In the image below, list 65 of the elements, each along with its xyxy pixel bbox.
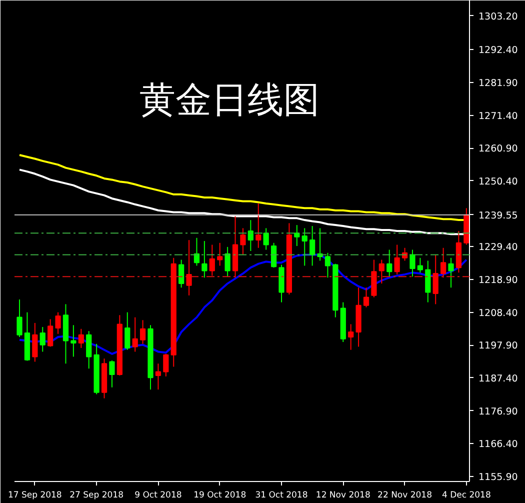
candlestick [294, 224, 300, 247]
candlestick [86, 330, 92, 370]
candlestick [109, 360, 115, 388]
candlestick [78, 328, 84, 348]
x-tick-label: 22 Nov 2018 [378, 490, 432, 500]
candlestick [55, 312, 61, 334]
candlestick [263, 228, 269, 250]
candlestick [217, 242, 223, 266]
candlestick [410, 249, 416, 278]
x-tick-label: 19 Oct 2018 [194, 490, 246, 500]
y-tick-label: 1250.40 [478, 176, 518, 188]
candlestick [140, 320, 146, 344]
candlestick [324, 252, 331, 278]
y-tick-label: 1208.40 [478, 308, 518, 319]
candlestick [163, 353, 169, 377]
candlestick [371, 259, 377, 298]
candlestick [178, 259, 184, 288]
candlestick [16, 298, 22, 338]
y-tick-label: 1271.40 [478, 110, 518, 122]
x-tick-label: 9 Oct 2018 [134, 490, 182, 500]
candlestick [155, 363, 162, 390]
candlestick [270, 242, 277, 268]
candlestick [302, 228, 308, 266]
candlestick [448, 257, 454, 288]
candlestick [209, 244, 215, 276]
x-tick-label: 27 Sep 2018 [70, 490, 124, 500]
candlestick [48, 318, 54, 348]
candlestick [40, 326, 46, 352]
y-tick-label: 1292.40 [478, 45, 518, 56]
y-tick-label: 1197.90 [478, 340, 518, 352]
candlestick [124, 312, 130, 350]
candlestick [32, 322, 38, 362]
candlestick [310, 225, 316, 266]
y-tick-label: 1176.90 [478, 406, 518, 418]
candlestick [378, 259, 384, 284]
candlestick [240, 228, 246, 256]
candlestick [363, 287, 370, 308]
candlestick [425, 260, 431, 303]
x-tick-label: 4 Dec 2018 [442, 490, 491, 500]
x-tick-label: 31 Oct 2018 [255, 490, 308, 500]
candlestick [440, 247, 446, 278]
candlestick [417, 257, 423, 274]
text: 黄金日线图 [140, 80, 320, 121]
candlestick [394, 244, 400, 275]
y-tick-label: 1281.90 [478, 78, 518, 89]
candlestick [248, 220, 254, 252]
candlestick [224, 246, 230, 278]
candlestick [132, 316, 138, 352]
x-tick-label: 17 Sep 2018 [8, 490, 62, 500]
y-tick-label: 1187.40 [478, 373, 518, 384]
candlestick [186, 240, 192, 296]
candlestick [256, 202, 262, 248]
y-tick-label: 1155.90 [478, 472, 518, 483]
candlestick [432, 254, 438, 305]
y-tick-label: 1303.20 [478, 11, 518, 22]
y-tick-label: 1260.90 [478, 144, 518, 155]
y-tick-label: 1218.90 [478, 274, 518, 286]
x-tick-label: 12 Nov 2018 [316, 490, 370, 500]
candlestick [70, 324, 76, 358]
ref-line-label: 1239.55 [478, 210, 518, 222]
candlestick [348, 324, 354, 350]
candlestick [386, 249, 392, 278]
y-tick-label: 1229.40 [478, 242, 518, 254]
y-tick-label: 1166.40 [478, 439, 518, 450]
candlestick [202, 240, 208, 278]
